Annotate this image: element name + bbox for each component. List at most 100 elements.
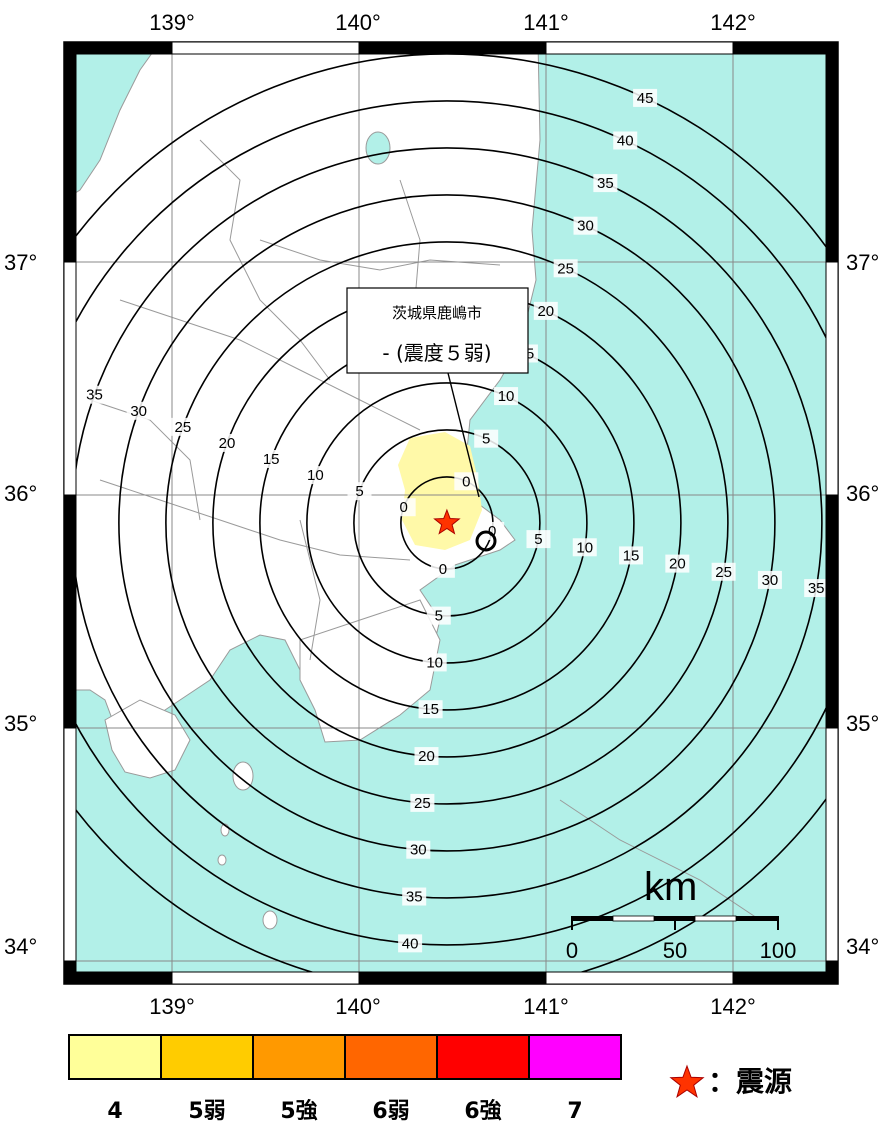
ring-label-text: 10: [498, 388, 515, 405]
ring-label-text: 0: [439, 561, 447, 578]
ring-label: 30: [406, 840, 431, 859]
frame-segment-right: [825, 494, 839, 729]
ring-label: 35: [804, 579, 829, 598]
frame-segment-left: [63, 727, 77, 962]
ring-label: 30: [126, 401, 151, 420]
ring-label-text: 20: [219, 435, 236, 452]
ring-label: 45: [633, 88, 658, 107]
ring-label-text: 20: [418, 748, 435, 765]
observation-point-marker: [475, 530, 497, 552]
ring-label: 40: [613, 131, 638, 150]
legend-swatch: [252, 1034, 346, 1080]
lat-label-left-36: 36°: [4, 481, 37, 506]
ring-label: 25: [410, 793, 435, 812]
grid-lines: [64, 42, 838, 984]
lat-label-left-35: 35°: [4, 711, 37, 736]
callout-box: [346, 287, 529, 374]
ring-label-text: 35: [406, 889, 423, 906]
frame-segment-top: [358, 41, 547, 55]
ring-label-text: 5: [355, 483, 363, 500]
scale-tick-100: 100: [760, 938, 797, 963]
frame-segment-bottom: [358, 971, 547, 985]
legend-label: 6強: [464, 1098, 501, 1124]
frame-segment-top: [171, 41, 360, 55]
legend-epicenter-label: ：震源: [708, 1065, 792, 1098]
ring-label-text: 30: [762, 572, 779, 589]
longitude-labels-top: 139° 140° 141° 142°: [149, 10, 756, 35]
ring-label-text: 40: [617, 132, 634, 149]
ring-label: 25: [711, 562, 736, 581]
lon-label-top-142: 142°: [710, 10, 756, 35]
frame-segment-top: [63, 41, 173, 55]
ring-label: 25: [553, 259, 578, 278]
ring-label: 10: [572, 538, 597, 557]
legend-swatch: [436, 1034, 530, 1080]
ring-label-text: 15: [263, 451, 280, 468]
lon-label-bottom-140: 140°: [335, 994, 381, 1019]
ring-label-text: 10: [576, 539, 593, 556]
ring-label-text: 35: [808, 580, 825, 597]
lon-label-bottom-139: 139°: [149, 994, 195, 1019]
distance-ring: [64, 100, 838, 946]
ring-label-text: 5: [482, 431, 490, 448]
ring-label: 20: [215, 433, 240, 452]
lat-label-left-37: 37°: [4, 250, 37, 275]
ring-label-text: 0: [462, 473, 470, 490]
ring-label-text: 25: [715, 564, 732, 581]
intensity-legend: 4 5弱 5強 6弱 6強 7: [68, 1034, 622, 1124]
ring-label: 20: [414, 747, 439, 766]
ring-label: 15: [259, 450, 284, 469]
ring-label: 5: [474, 429, 499, 448]
ring-label-text: 5: [435, 608, 443, 625]
frame-segment-bottom: [732, 971, 839, 985]
frame-segment-right: [825, 261, 839, 496]
frame-segment-top: [545, 41, 734, 55]
ring-label: 0: [430, 559, 455, 578]
ring-label-text: 35: [597, 175, 614, 192]
epicenter-star-icon: [433, 508, 461, 535]
lat-label-right-35: 35°: [846, 711, 879, 736]
frame-segment-left: [63, 960, 77, 985]
ring-label: 35: [593, 174, 618, 193]
lake: [365, 131, 391, 165]
ring-label: 10: [303, 466, 328, 485]
ring-label: 15: [619, 546, 644, 565]
ring-label: 20: [665, 554, 690, 573]
ring-label: 10: [494, 387, 519, 406]
frame-segment-top: [732, 41, 839, 55]
distance-ring: [118, 194, 776, 852]
ring-label: 0: [391, 498, 416, 517]
ring-label-text: 25: [414, 795, 431, 812]
ring-label: 20: [533, 301, 558, 320]
ring-label-text: 25: [174, 419, 191, 436]
callout-place: 茨城県鹿嶋市: [392, 304, 482, 322]
frame-segment-left: [63, 41, 77, 263]
map-area: 0000555510101010151515152020202025252525…: [64, 42, 838, 984]
lat-label-right-37: 37°: [846, 250, 879, 275]
distance-ring: [306, 382, 588, 664]
legend-label: 5弱: [188, 1099, 225, 1124]
legend-label: 5強: [280, 1098, 317, 1124]
legend-swatch: [68, 1034, 162, 1080]
lat-label-right-36: 36°: [846, 481, 879, 506]
ring-label-text: 40: [402, 935, 419, 952]
ring-label-text: 20: [669, 556, 686, 573]
legend-swatch: [528, 1034, 622, 1080]
ring-label: 25: [170, 417, 195, 436]
frame-segment-left: [63, 494, 77, 729]
lat-label-left-34: 34°: [4, 934, 37, 959]
ring-label-text: 30: [410, 842, 427, 859]
ring-label: 30: [757, 570, 782, 589]
ring-label: 15: [418, 700, 443, 719]
ring-label-text: 45: [637, 90, 654, 107]
ring-label: 5: [347, 482, 372, 501]
ring-label-text: 25: [557, 260, 574, 277]
frame-segment-bottom: [171, 971, 360, 985]
legend-label: 6弱: [372, 1099, 409, 1124]
callout-intensity: - (震度５弱): [382, 341, 491, 365]
ring-label-text: 5: [534, 531, 542, 548]
ring-label-text: 30: [130, 403, 147, 420]
legend-label: 4: [107, 1099, 122, 1124]
ring-label: 0: [480, 521, 505, 540]
